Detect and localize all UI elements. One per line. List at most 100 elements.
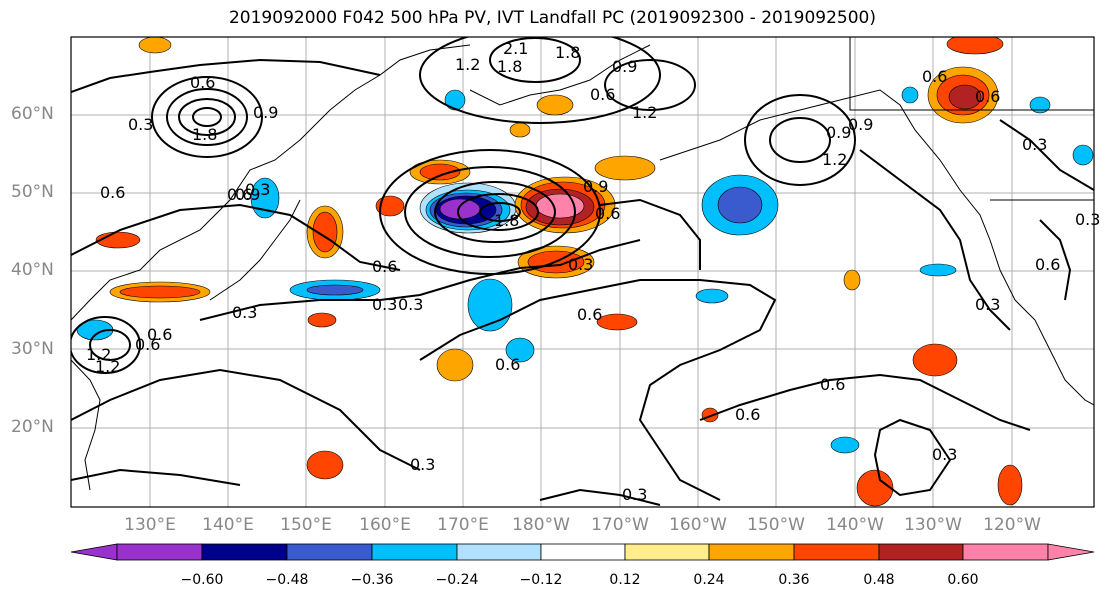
colorbar-segment xyxy=(878,543,964,561)
contour-label: 0.6 xyxy=(595,204,620,223)
lon-label: 130°W xyxy=(904,515,962,535)
contour-label: 1.8 xyxy=(555,43,580,62)
pv-patch xyxy=(946,37,1004,55)
pv-patch xyxy=(535,193,585,219)
pv-patch xyxy=(306,450,344,480)
colorbar-segment xyxy=(624,543,710,561)
contour-label: 0.3 xyxy=(932,445,957,464)
contour-label: 0.9 xyxy=(826,123,851,142)
pv-patch xyxy=(509,122,531,138)
map-title: 2019092000 F042 500 hPa PV, IVT Landfall… xyxy=(228,8,876,28)
lat-label: 30°N xyxy=(11,339,54,359)
colorbar-segment xyxy=(286,543,373,561)
pv-patch xyxy=(375,195,405,217)
pv-patch xyxy=(717,186,763,224)
pv-contours xyxy=(71,37,1094,506)
colorbar-segment xyxy=(456,543,542,561)
pv-patch xyxy=(856,469,894,507)
contour-label: 1.2 xyxy=(455,55,480,74)
pv-patch xyxy=(596,313,638,331)
lon-label: 120°W xyxy=(983,515,1041,535)
pv-patch xyxy=(306,284,364,296)
pv-patch xyxy=(901,86,919,104)
contour-label: 0.6 xyxy=(735,405,760,424)
contour-label: 0.6 xyxy=(190,73,215,92)
lon-label: 170°E xyxy=(437,515,489,535)
contour-label: 0.3 xyxy=(622,485,647,504)
colorbar-min-extend xyxy=(70,543,118,561)
pv-patch xyxy=(436,348,474,382)
contour-label: 0.3 xyxy=(568,255,593,274)
lon-label: 150°E xyxy=(280,515,332,535)
pv-patch xyxy=(312,211,338,253)
colorbar-segment xyxy=(371,543,458,561)
pv-patch xyxy=(695,288,729,304)
colorbar-segment xyxy=(540,543,626,561)
contour-label: 0.9 xyxy=(253,103,278,122)
pv-patch xyxy=(307,312,337,328)
pv-patch xyxy=(919,263,957,277)
contour-label: 0.6 xyxy=(1035,255,1060,274)
colorbar-tick-label: −0.48 xyxy=(265,572,309,588)
colorbar-segment xyxy=(201,543,288,561)
colorbar-tick-label: 0.48 xyxy=(863,572,895,588)
contour-label: 1.2 xyxy=(632,103,657,122)
colorbar-tick-label: −0.12 xyxy=(519,572,563,588)
contour-label: 1.8 xyxy=(494,211,519,230)
pv-patch xyxy=(505,337,535,363)
lon-label: 150°W xyxy=(747,515,805,535)
colorbar-segment xyxy=(116,543,203,561)
lon-label: 180°W xyxy=(512,515,570,535)
pv-patch xyxy=(912,343,958,377)
colorbar-tick-label: −0.36 xyxy=(350,572,394,588)
contour-label: 1.2 xyxy=(822,150,847,169)
contour-label: 0.3 xyxy=(410,455,435,474)
contour-label: 0.6 xyxy=(495,355,520,374)
contour-label: 0.3 xyxy=(245,180,270,199)
contour-label: 1.2 xyxy=(86,345,111,364)
pv-patch xyxy=(594,155,656,181)
colorbar-segment xyxy=(708,543,795,561)
colorbar-segment xyxy=(793,543,880,561)
colorbar-tick-label: −0.24 xyxy=(435,572,479,588)
pv-patch xyxy=(419,163,461,181)
pv-patch xyxy=(1072,144,1094,166)
contour-label: 0.6 xyxy=(922,67,947,86)
lon-label: 170°W xyxy=(591,515,649,535)
pv-patch xyxy=(948,84,982,110)
colorbar-tick-label: 0.24 xyxy=(693,572,725,588)
lon-label: 130°E xyxy=(124,515,176,535)
contour-label: 0.6 xyxy=(135,335,160,354)
colorbar-tick-label: −0.60 xyxy=(180,572,224,588)
pv-patch xyxy=(444,89,466,111)
contour-label: 0.3 xyxy=(232,303,257,322)
contour-label: 1.8 xyxy=(497,57,522,76)
colorbar-segment xyxy=(962,543,1049,561)
contour-label: 0.6 xyxy=(147,325,172,344)
lon-label: 160°W xyxy=(669,515,727,535)
pv-patch xyxy=(1029,96,1051,114)
lon-label: 140°E xyxy=(202,515,254,535)
contour-label: 0.6 xyxy=(227,185,252,204)
lat-label: 20°N xyxy=(11,417,54,437)
pv-anomaly-fills xyxy=(76,37,1094,507)
contour-label: 0.3 xyxy=(398,295,423,314)
contour-label: 1.2 xyxy=(95,357,120,376)
contour-label: 0.6 xyxy=(590,85,615,104)
colorbar xyxy=(70,543,1095,561)
pv-patch xyxy=(119,285,201,299)
colorbar-tick-label: 0.60 xyxy=(947,572,979,588)
contour-label: 0.6 xyxy=(820,375,845,394)
pv-patch xyxy=(536,94,574,116)
contour-label: 0.6 xyxy=(372,257,397,276)
contour-label: 0.9 xyxy=(235,185,260,204)
pv-patch xyxy=(997,464,1023,506)
contour-label: 0.6 xyxy=(100,183,125,202)
lat-label: 50°N xyxy=(11,182,54,202)
contour-label: 0.3 xyxy=(128,115,153,134)
colorbar-tick-label: 0.36 xyxy=(778,572,810,588)
colorbar-tick-label: 0.12 xyxy=(609,572,641,588)
contour-label: 1.8 xyxy=(192,125,217,144)
pv-patch xyxy=(138,37,172,54)
contour-label: 0.9 xyxy=(612,57,637,76)
